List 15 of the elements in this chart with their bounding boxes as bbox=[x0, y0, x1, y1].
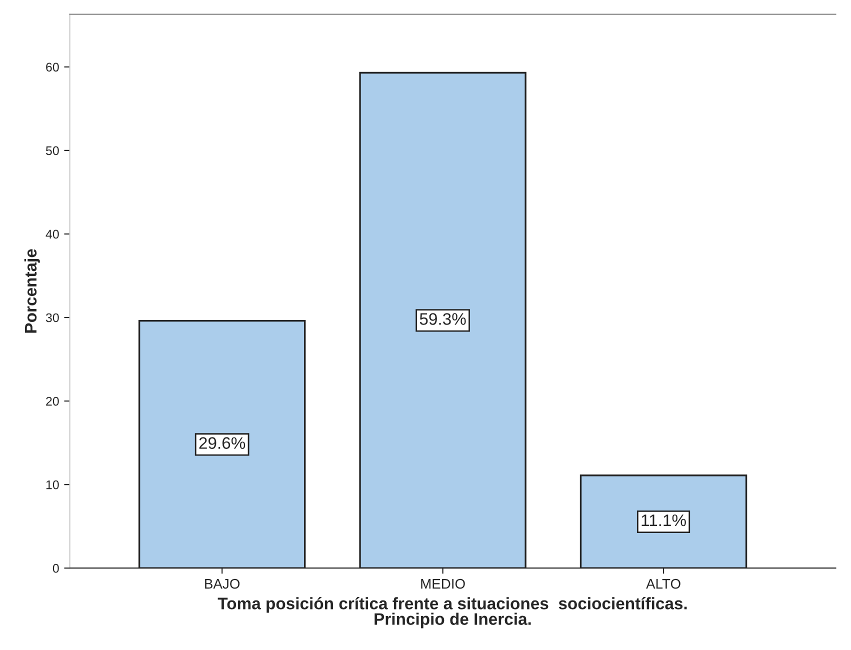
y-axis-title: Porcentaje bbox=[24, 249, 40, 333]
y-tick-label: 40 bbox=[46, 230, 59, 239]
y-tick-label: 10 bbox=[46, 480, 59, 490]
x-tick-label: ALTO bbox=[646, 578, 680, 589]
data-label: 29.6% bbox=[199, 437, 246, 449]
y-tick-label: 60 bbox=[46, 62, 59, 72]
data-label: 59.3% bbox=[420, 313, 466, 325]
x-tick-label: BAJO bbox=[205, 578, 240, 589]
data-label: 11.1% bbox=[642, 514, 686, 526]
y-tick-label: 0 bbox=[52, 564, 59, 573]
y-tick-label: 30 bbox=[46, 313, 59, 322]
y-tick-label: 50 bbox=[46, 146, 59, 156]
x-axis-title: Toma posición crítica frente a situaciones sociocientíficas. Principio de Inercia. bbox=[218, 597, 687, 628]
y-tick-label: 20 bbox=[46, 396, 59, 406]
x-tick-label: MEDIO bbox=[421, 578, 465, 589]
